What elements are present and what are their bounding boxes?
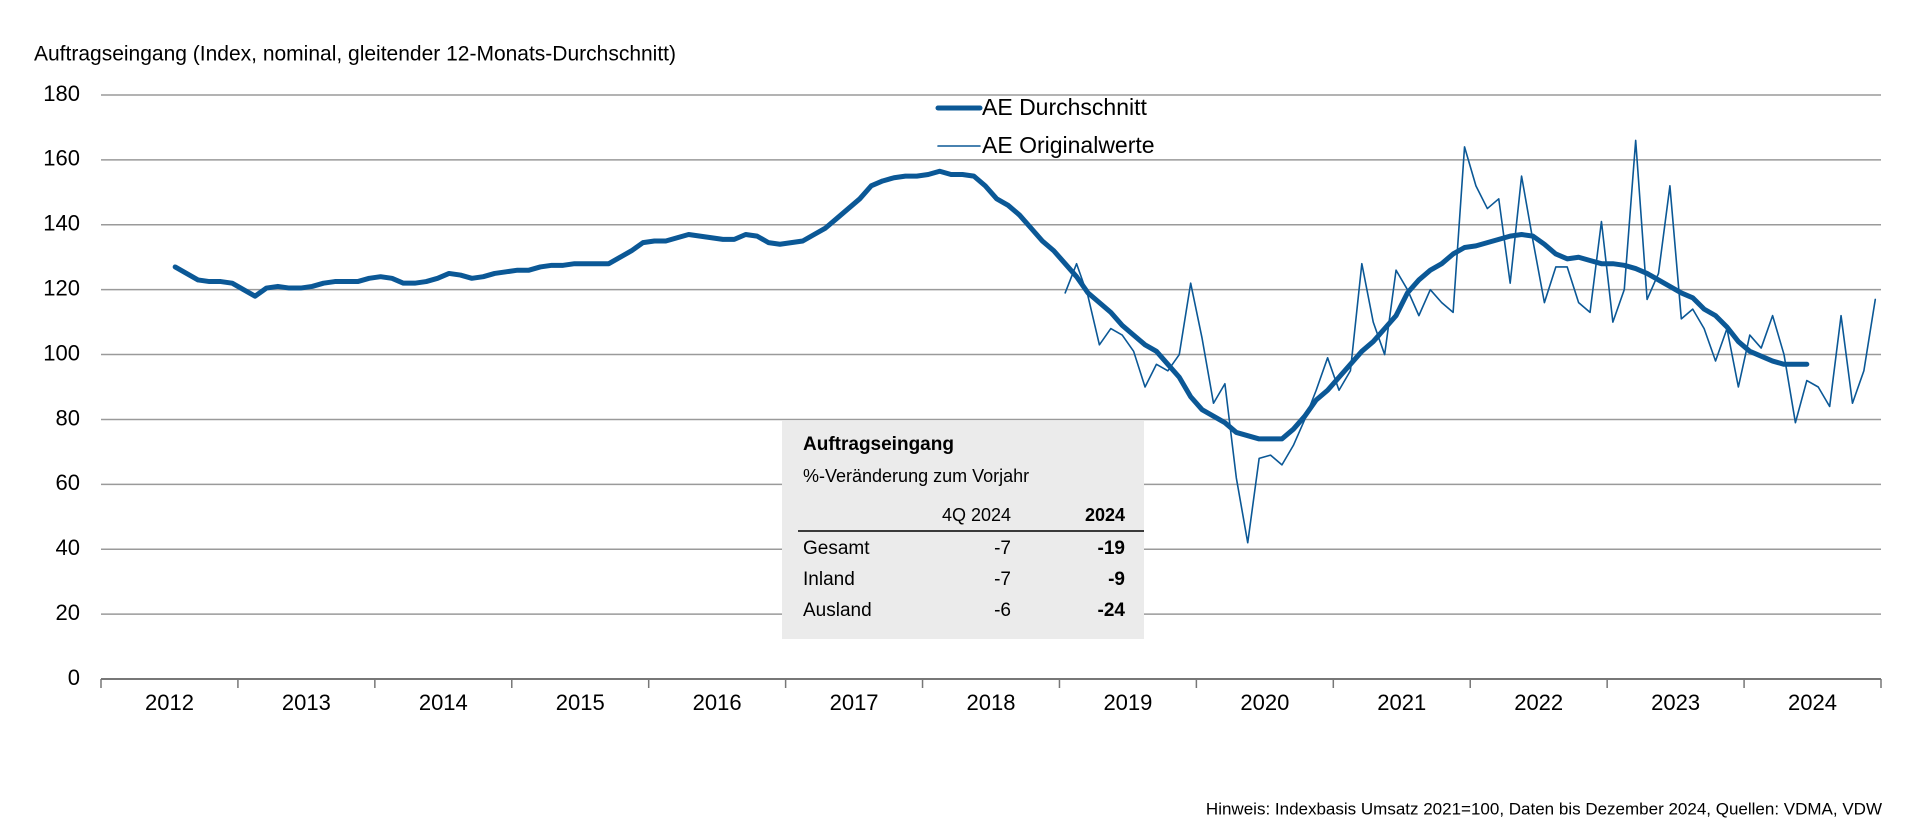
- x-tick-label: 2019: [1103, 690, 1152, 715]
- lines: [172, 139, 1877, 544]
- x-tick-label: 2021: [1377, 690, 1426, 715]
- series-line: [1064, 139, 1877, 544]
- info-box: Auftragseingang %-Veränderung zum Vorjah…: [782, 421, 1144, 639]
- x-tick-label: 2022: [1514, 690, 1563, 715]
- x-tick-label: 2016: [693, 690, 742, 715]
- footnote: Hinweis: Indexbasis Umsatz 2021=100, Dat…: [1206, 799, 1882, 818]
- y-tick-label: 100: [43, 340, 80, 365]
- y-tick-label: 120: [43, 275, 80, 300]
- x-tick-label: 2014: [419, 690, 468, 715]
- series-line: [172, 168, 1810, 442]
- info-box-row-label: Ausland: [803, 600, 872, 621]
- y-tick-label: 40: [56, 535, 80, 560]
- y-tick-label: 160: [43, 146, 80, 171]
- x-tick-label: 2017: [830, 690, 879, 715]
- y-tick-label: 140: [43, 211, 80, 236]
- info-box-background: [782, 421, 1144, 639]
- x-tick-label: 2024: [1788, 690, 1837, 715]
- legend-label: AE Originalwerte: [982, 132, 1155, 158]
- info-box-value: -19: [1098, 538, 1125, 559]
- chart-title: Auftragseingang (Index, nominal, gleiten…: [34, 43, 676, 66]
- legend: AE Durchschnitt AE Originalwerte: [935, 94, 1155, 158]
- x-tick-label: 2015: [556, 690, 605, 715]
- info-box-header: 2024: [1085, 505, 1125, 525]
- info-box-row-label: Gesamt: [803, 538, 870, 559]
- info-box-header: 4Q 2024: [942, 505, 1011, 525]
- info-box-value: -24: [1098, 600, 1126, 621]
- legend-label: AE Durchschnitt: [982, 94, 1148, 120]
- info-box-row-label: Inland: [803, 569, 855, 590]
- info-box-value: -9: [1108, 569, 1125, 590]
- info-box-subtitle: %-Veränderung zum Vorjahr: [803, 466, 1029, 486]
- grid: 0 20 40 60 80 100 120 140 160 180 2012 2013 2014 2015…: [43, 81, 1882, 715]
- y-tick-label: 20: [56, 600, 80, 625]
- info-box-value: -7: [994, 569, 1011, 590]
- y-tick-label: 180: [43, 81, 80, 106]
- x-tick-label: 2013: [282, 690, 331, 715]
- x-tick-label: 2012: [145, 690, 194, 715]
- x-tick-label: 2020: [1240, 690, 1289, 715]
- x-tick-label: 2018: [967, 690, 1016, 715]
- info-box-title: Auftragseingang: [803, 434, 954, 455]
- y-tick-label: 0: [68, 665, 80, 690]
- y-tick-label: 60: [56, 470, 80, 495]
- y-tick-label: 80: [56, 405, 80, 430]
- info-box-value: -6: [994, 600, 1011, 621]
- info-box-value: -7: [994, 538, 1011, 559]
- x-tick-label: 2023: [1651, 690, 1700, 715]
